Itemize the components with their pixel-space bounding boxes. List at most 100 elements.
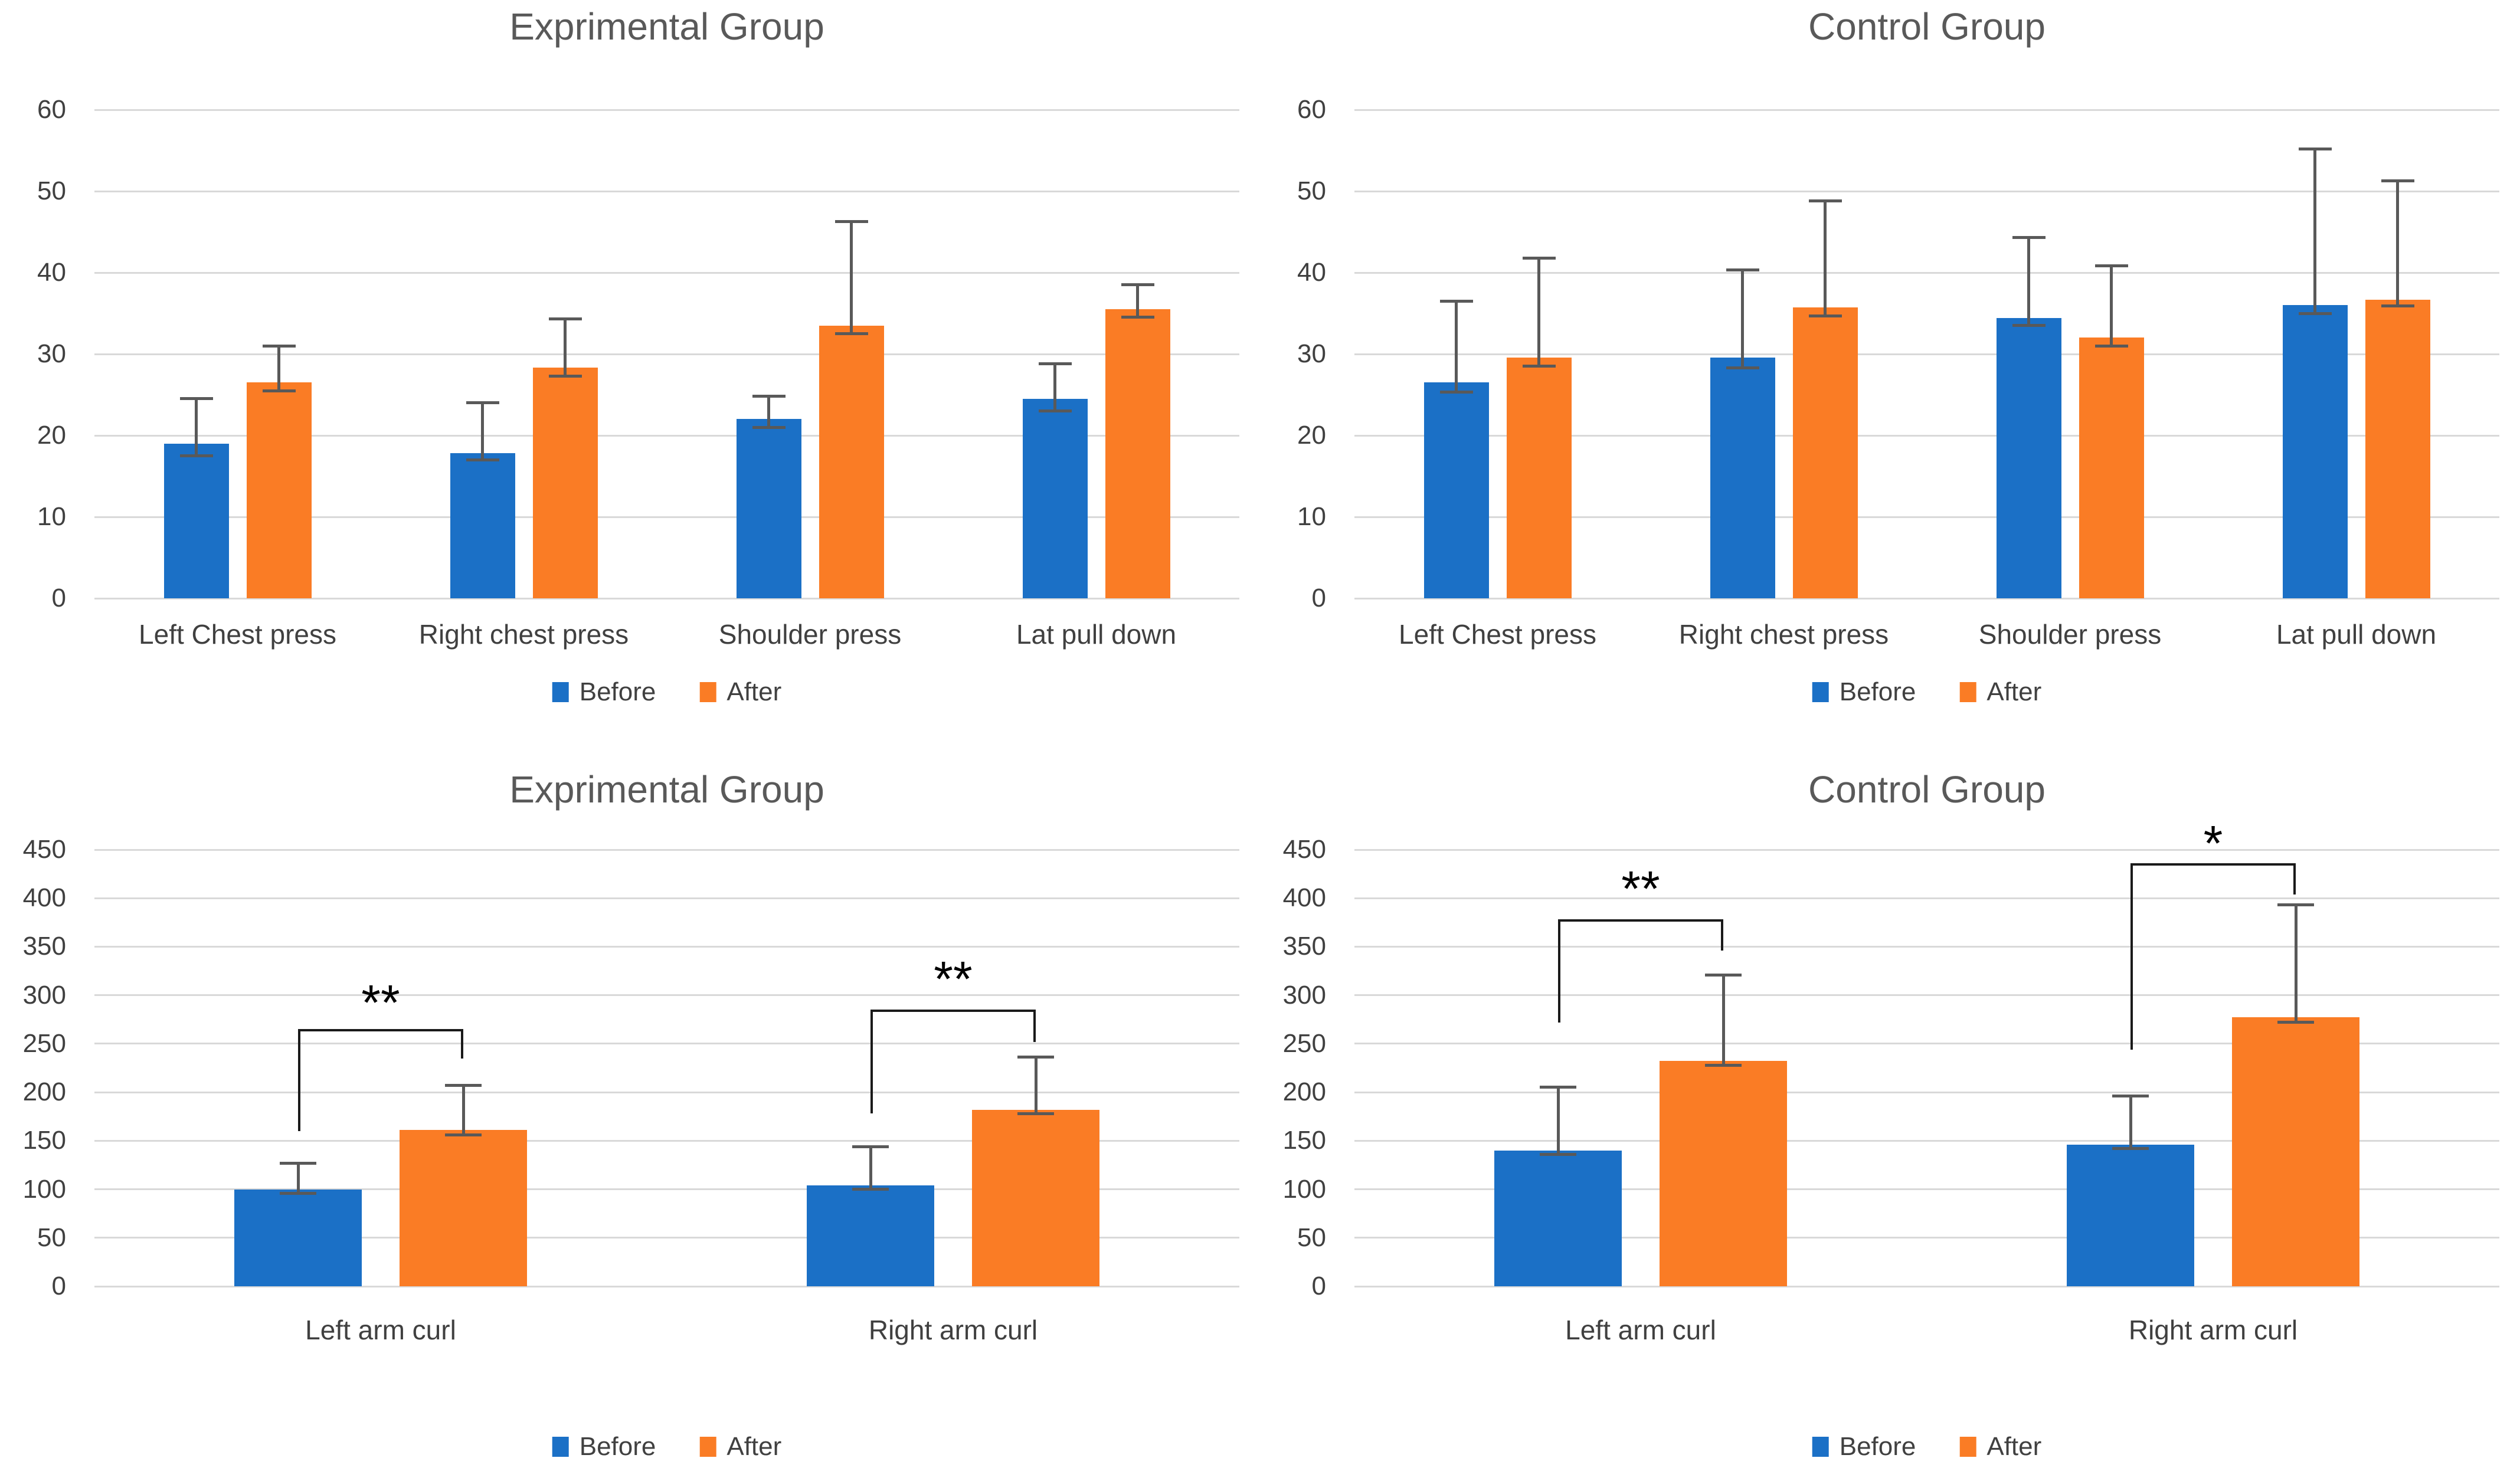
error-bar-cap-bottom	[1522, 365, 1556, 368]
bar-before	[1022, 398, 1088, 598]
error-bar-cap-top	[1522, 256, 1556, 260]
error-bar-cap-top	[2381, 179, 2414, 182]
legend-swatch-after-icon	[1959, 1437, 1976, 1457]
gridline	[94, 1188, 1239, 1191]
y-tick-label: 50	[1297, 176, 1326, 205]
bar-after	[972, 1109, 1099, 1286]
legend: Before After	[552, 677, 781, 707]
gridline	[1354, 434, 2499, 437]
error-bar-cap-bottom	[852, 1188, 889, 1191]
error-bar-cap-bottom	[262, 389, 296, 392]
gridline	[1354, 1091, 2499, 1093]
gridline	[1354, 1285, 2499, 1287]
y-tick-label: 150	[1282, 1126, 1326, 1155]
legend-swatch-after-icon	[699, 682, 716, 702]
error-bar-cap-top	[1017, 1056, 1054, 1059]
y-tick-label: 350	[1282, 932, 1326, 961]
significance-bracket-left-leg	[870, 1010, 873, 1114]
error-bar-line	[481, 402, 484, 460]
bar-before	[1494, 1150, 1622, 1286]
legend-item-before: Before	[552, 1432, 656, 1462]
bar-before	[1423, 382, 1489, 598]
legend-item-after: After	[699, 677, 781, 707]
plot-area: 0 10 20 30 40 50 60 Left Chest press Right chest…	[1260, 0, 2520, 740]
error-bar-cap-bottom	[1038, 409, 1072, 413]
error-bar-cap-bottom	[1726, 366, 1759, 369]
gridline	[1354, 1188, 2499, 1191]
bar-after	[1660, 1061, 1787, 1286]
x-category-label: Left arm curl	[305, 1315, 456, 1345]
legend-item-before: Before	[552, 677, 656, 707]
chart-title: Exprimental Group	[509, 768, 824, 811]
error-bar-line	[1556, 1087, 1560, 1155]
error-bar-cap-bottom	[466, 458, 499, 461]
legend-swatch-before-icon	[552, 1437, 569, 1457]
significance-label: **	[1621, 861, 1660, 917]
legend-swatch-after-icon	[1959, 682, 1976, 702]
error-bar-cap-bottom	[834, 332, 868, 335]
gridline	[1354, 1139, 2499, 1142]
x-category-label: Left Chest press	[139, 619, 336, 650]
y-tick-label: 10	[1297, 502, 1326, 531]
gridline	[94, 597, 1239, 599]
y-tick-label: 60	[1297, 95, 1326, 124]
gridline	[94, 945, 1239, 948]
y-tick-label: 0	[1311, 1272, 1326, 1300]
y-tick-label: 40	[37, 258, 66, 287]
x-category-label: Lat pull down	[2276, 619, 2437, 650]
gridline	[94, 1237, 1239, 1239]
y-tick-label: 30	[37, 339, 66, 368]
bar-before	[2067, 1144, 2194, 1286]
legend-label-after: After	[1986, 677, 2042, 706]
error-bar-cap-bottom	[2094, 344, 2128, 348]
y-tick-label: 0	[51, 584, 66, 612]
legend-label-after: After	[726, 1432, 782, 1461]
x-category-label: Shoulder press	[1978, 619, 2162, 650]
y-tick-label: 50	[1297, 1223, 1326, 1252]
x-category-label: Left Chest press	[1399, 619, 1596, 650]
gridline	[1354, 597, 2499, 599]
chart-title: Exprimental Group	[509, 5, 824, 48]
error-bar-line	[1455, 301, 1458, 392]
legend-label-before: Before	[1839, 1432, 1916, 1461]
error-bar-cap-top	[2094, 264, 2128, 268]
significance-bracket-bar	[1558, 919, 1723, 922]
error-bar-cap-bottom	[752, 425, 786, 429]
significance-bracket-bar	[2130, 863, 2296, 866]
y-tick-label: 30	[1297, 339, 1326, 368]
x-category-label: Right chest press	[418, 619, 629, 650]
gridline	[1354, 353, 2499, 355]
error-bar-cap-bottom	[2112, 1146, 2149, 1150]
gridline	[94, 1091, 1239, 1093]
error-bar-line	[1136, 284, 1139, 317]
error-bar-line	[277, 346, 280, 391]
x-category-label: Right arm curl	[2128, 1315, 2298, 1345]
error-bar-line	[2110, 266, 2113, 346]
significance-bracket-left-leg	[2130, 863, 2133, 1050]
error-bar-cap-bottom	[548, 374, 582, 378]
error-bar-cap-top	[1038, 362, 1072, 366]
error-bar-line	[564, 319, 567, 376]
y-tick-label: 150	[22, 1126, 66, 1155]
gridline	[94, 1043, 1239, 1045]
legend-swatch-before-icon	[552, 682, 569, 702]
gridline	[94, 109, 1239, 111]
error-bar-cap-top	[445, 1084, 482, 1087]
gridline	[1354, 1043, 2499, 1045]
bar-before	[163, 443, 229, 598]
error-bar-line	[2129, 1096, 2132, 1149]
error-bar-cap-top	[1121, 283, 1154, 287]
error-bar-cap-top	[834, 219, 868, 223]
error-bar-cap-bottom	[2012, 324, 2046, 327]
legend: Before After	[552, 1432, 782, 1462]
y-tick-label: 300	[22, 980, 66, 1010]
bar-after	[1506, 357, 1572, 598]
error-bar-line	[2313, 149, 2316, 313]
chart-experimental-curl: 0 50 100 150 200 250 300 350 400 450 Left arm curl…	[0, 740, 1260, 1481]
legend: Before After	[1812, 677, 2042, 707]
significance-bracket-right-leg	[461, 1029, 463, 1059]
error-bar-cap-bottom	[1017, 1112, 1054, 1115]
bar-before	[1996, 318, 2061, 598]
legend-item-before: Before	[1812, 1432, 1916, 1462]
error-bar-cap-bottom	[445, 1133, 482, 1136]
